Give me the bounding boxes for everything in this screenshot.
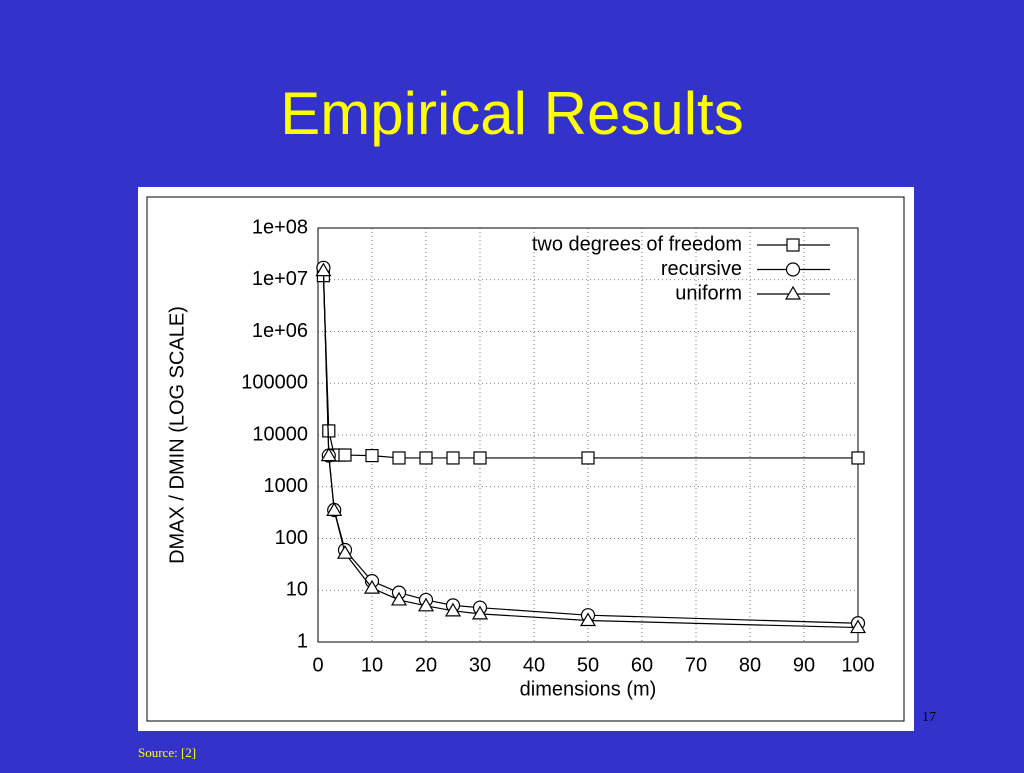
y-tick-label: 100: [275, 527, 308, 549]
marker: [471, 605, 489, 620]
marker: [338, 448, 352, 462]
marker: [849, 619, 867, 634]
x-tick-label: 40: [523, 654, 545, 676]
chart-frame: [146, 196, 905, 722]
x-tick-label: 90: [793, 654, 815, 676]
source-note: Source: [2]: [138, 745, 196, 760]
marker: [473, 451, 487, 465]
marker: [336, 545, 354, 559]
page-number: 17: [922, 710, 936, 725]
x-tick-label: 80: [739, 654, 761, 676]
legend-label: uniform: [675, 282, 742, 304]
marker: [326, 502, 343, 516]
y-tick-label: 10: [286, 579, 308, 601]
plot-border: [317, 227, 859, 643]
y-tick-label: 100000: [241, 372, 308, 394]
x-tick-label: 50: [577, 654, 599, 676]
x-tick-label: 60: [631, 654, 653, 676]
marker: [419, 451, 433, 465]
marker: [444, 602, 462, 617]
chart-panel: [138, 187, 914, 731]
marker: [785, 262, 801, 277]
marker: [581, 451, 595, 465]
y-tick-label: 10000: [252, 423, 308, 445]
marker: [315, 262, 332, 277]
x-tick-label: 100: [841, 654, 874, 676]
marker: [579, 612, 597, 627]
marker: [784, 285, 802, 300]
y-tick-label: 1e+07: [252, 268, 308, 290]
x-tick-label: 70: [685, 654, 707, 676]
y-tick-label: 1e+06: [252, 320, 308, 342]
legend-label: two degrees of freedom: [532, 233, 742, 255]
marker: [320, 447, 337, 462]
x-tick-label: 0: [312, 654, 323, 676]
marker: [363, 579, 381, 594]
y-tick-label: 1: [297, 630, 308, 652]
marker: [417, 597, 435, 612]
x-tick-label: 30: [469, 654, 491, 676]
y-tick-label: 1000: [264, 475, 309, 497]
marker: [851, 451, 865, 465]
x-tick-label: 10: [361, 654, 383, 676]
x-axis-label: dimensions (m): [520, 678, 657, 700]
x-tick-label: 20: [415, 654, 437, 676]
marker: [390, 591, 408, 606]
y-tick-label: 1e+08: [252, 216, 308, 238]
marker: [392, 451, 406, 465]
legend-label: recursive: [661, 258, 742, 280]
slide-title: Empirical Results: [280, 80, 743, 147]
marker: [446, 451, 460, 465]
plot: 1 10 100 1000 10000 100000 1e+06 1e+07 1e+08 0 10 2…: [166, 216, 874, 700]
marker: [786, 238, 800, 252]
marker: [365, 448, 379, 463]
y-axis-label: DMAX / DMIN (LOG SCALE): [166, 306, 188, 564]
